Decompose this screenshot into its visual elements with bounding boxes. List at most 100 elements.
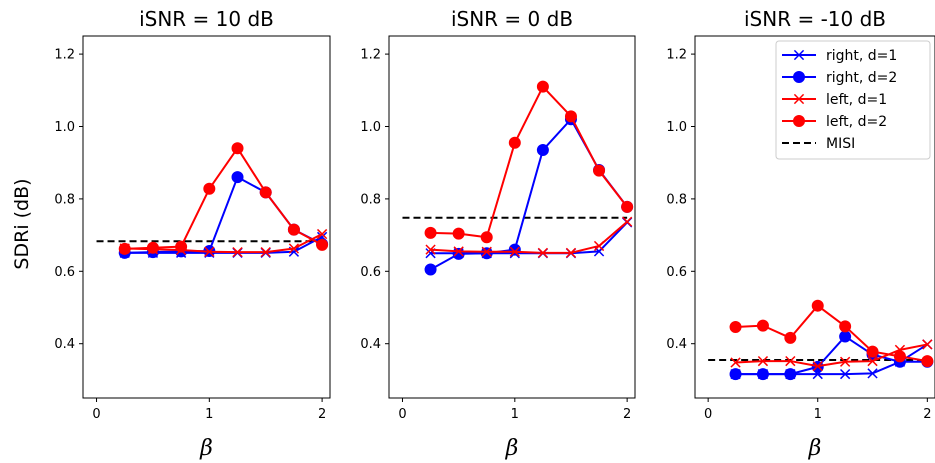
- data-point: [536, 80, 549, 93]
- data-point: [424, 263, 437, 276]
- data-point: [784, 368, 797, 381]
- data-point: [231, 142, 244, 155]
- chart-title: iSNR = 0 dB: [451, 7, 573, 31]
- data-point: [452, 247, 465, 260]
- y-tick-label: 1.2: [666, 48, 687, 63]
- data-point: [508, 243, 521, 256]
- data-point: [811, 299, 824, 312]
- y-tick-label: 0.8: [54, 192, 75, 207]
- data-point: [812, 361, 823, 372]
- data-point: [175, 240, 188, 253]
- data-point: [921, 355, 934, 368]
- legend-label: MISI: [826, 136, 855, 152]
- x-tick-label: 0: [92, 407, 100, 422]
- data-point: [867, 368, 878, 379]
- legend-marker: [793, 71, 805, 83]
- data-point: [756, 319, 769, 332]
- x-tick-label: 2: [318, 407, 326, 422]
- data-point: [593, 164, 606, 177]
- series-left-d-2: [424, 80, 634, 244]
- data-point: [452, 227, 465, 240]
- data-point: [922, 339, 933, 350]
- data-point: [203, 182, 216, 195]
- x-tick-label: 2: [923, 407, 931, 422]
- figure-ylabel: SDRi (dB): [11, 178, 33, 269]
- chart-title: iSNR = -10 dB: [744, 7, 886, 31]
- data-point: [866, 345, 879, 358]
- series-line: [430, 220, 628, 254]
- chart-panel-1: iSNR = 10 dB 0.4 0.6 0.8 1.0 1.2 0 1 2 β: [54, 7, 331, 461]
- x-tick-label: 1: [814, 407, 822, 422]
- x-tick-label: 1: [511, 407, 519, 422]
- data-point: [593, 240, 605, 252]
- data-point: [508, 136, 521, 149]
- data-point: [204, 246, 215, 257]
- data-point: [481, 246, 492, 257]
- data-point: [425, 244, 436, 255]
- series-left-d-1: [730, 339, 933, 372]
- chart-title: iSNR = 10 dB: [139, 7, 274, 31]
- data-point: [730, 357, 741, 368]
- x-axis-label: β: [505, 436, 519, 461]
- x-axis-label: β: [808, 436, 822, 461]
- data-point: [287, 223, 300, 236]
- data-point: [537, 247, 549, 258]
- data-point: [785, 355, 796, 367]
- y-tick-label: 1.0: [666, 120, 687, 135]
- data-point: [840, 368, 851, 380]
- legend-box: [775, 40, 931, 160]
- data-point: [480, 247, 493, 260]
- series-line: [430, 85, 628, 239]
- data-point: [621, 200, 634, 213]
- plot-area: [402, 80, 634, 276]
- y-tick-label: 0.8: [360, 192, 381, 207]
- axes-frame: [82, 35, 331, 399]
- series-left-d-1: [425, 216, 633, 258]
- chart-panel-3: iSNR = -10 dB 0.4 0.6 0.8 1.0 1.2 0 1 2 β right, d…: [666, 7, 935, 461]
- legend-label: right, d=1: [826, 48, 897, 64]
- legend-label: left, d=2: [826, 114, 887, 130]
- y-tick-label: 0.4: [666, 337, 687, 352]
- data-point: [757, 355, 769, 367]
- data-point: [729, 368, 742, 381]
- plot-area: [708, 299, 934, 381]
- legend-entry: right, d=2: [782, 70, 897, 86]
- data-point: [756, 368, 769, 381]
- y-tick-label: 0.6: [54, 265, 75, 280]
- y-tick-label: 1.0: [54, 120, 75, 135]
- legend-marker: [793, 49, 805, 61]
- series-left-d-2: [729, 299, 934, 368]
- series-left-d-2: [118, 142, 329, 255]
- data-point: [839, 330, 852, 343]
- data-point: [536, 144, 549, 157]
- x-tick-label: 1: [205, 407, 213, 422]
- x-tick-label: 0: [704, 407, 712, 422]
- y-tick-label: 1.2: [54, 48, 75, 63]
- plot-area: [96, 142, 329, 259]
- data-point: [316, 238, 329, 251]
- legend-marker: [793, 93, 805, 105]
- data-point: [259, 186, 272, 199]
- data-point: [480, 231, 493, 244]
- y-tick-label: 0.6: [666, 265, 687, 280]
- data-point: [453, 246, 464, 257]
- legend: right, d=1 right, d=2 left, d=1 left, d=2 MI…: [775, 40, 931, 160]
- legend-entry: left, d=2: [782, 114, 887, 130]
- data-point: [840, 356, 851, 367]
- legend-marker: [793, 115, 805, 127]
- legend-entry: left, d=1: [782, 92, 887, 108]
- data-point: [729, 321, 742, 334]
- data-point: [424, 226, 437, 239]
- legend-entry: right, d=1: [782, 48, 897, 64]
- chart-panel-2: iSNR = 0 dB 0.4 0.6 0.8 1.0 1.2 0 1 2 β: [360, 7, 636, 461]
- data-point: [893, 350, 906, 363]
- data-point: [509, 246, 520, 257]
- data-point: [231, 171, 244, 184]
- data-point: [288, 243, 300, 254]
- x-tick-label: 2: [623, 407, 631, 422]
- data-point: [118, 242, 131, 255]
- y-tick-label: 0.8: [666, 192, 687, 207]
- data-point: [146, 241, 159, 254]
- y-tick-label: 1.0: [360, 120, 381, 135]
